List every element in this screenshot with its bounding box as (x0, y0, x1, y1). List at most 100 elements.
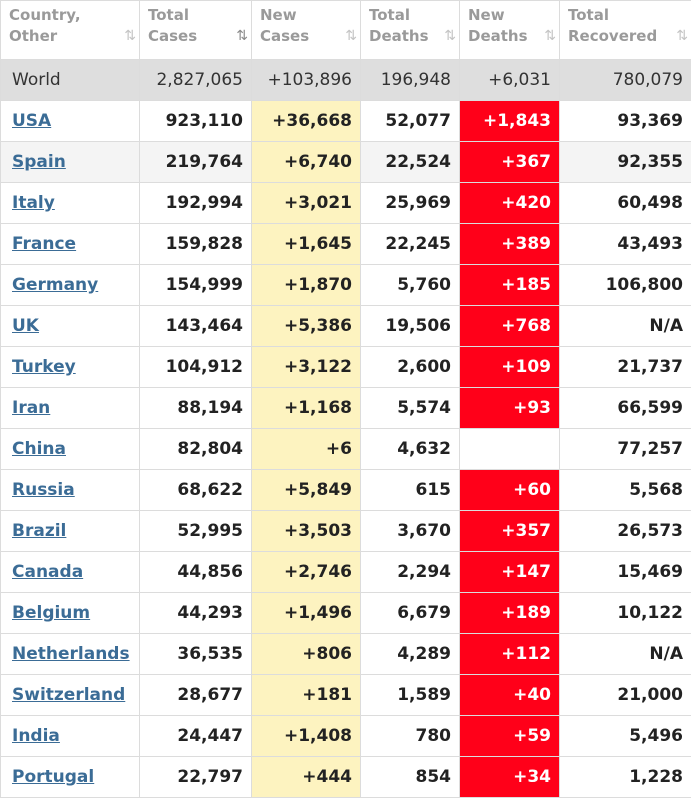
country-cell: World (1, 60, 140, 101)
header-label: Country, Other (9, 6, 81, 45)
country-cell: India (1, 716, 140, 757)
new-cases-cell: +1,408 (252, 716, 361, 757)
total-cases-cell: 2,827,065 (140, 60, 252, 101)
new-cases-cell: +3,021 (252, 183, 361, 224)
total-cases-cell: 22,797 (140, 757, 252, 798)
country-link[interactable]: USA (12, 111, 51, 131)
country-cell: Canada (1, 552, 140, 593)
total-deaths-cell: 5,760 (361, 265, 460, 306)
country-link[interactable]: China (12, 439, 66, 459)
new-cases-cell: +1,496 (252, 593, 361, 634)
header-label: Total Recovered (568, 6, 657, 45)
new-cases-cell: +3,122 (252, 347, 361, 388)
country-cell: Germany (1, 265, 140, 306)
total-recovered-cell: 92,355 (560, 142, 691, 183)
sort-arrows-icon[interactable]: ⇅ (124, 26, 133, 47)
country-link[interactable]: Portugal (12, 767, 94, 787)
country-cell: Iran (1, 388, 140, 429)
total-cases-cell: 192,994 (140, 183, 252, 224)
new-cases-cell: +6 (252, 429, 361, 470)
total-cases-header[interactable]: Total Cases ⇅ (140, 1, 252, 60)
country-link[interactable]: Germany (12, 275, 98, 295)
total-recovered-cell: N/A (560, 634, 691, 675)
total-cases-cell: 154,999 (140, 265, 252, 306)
country-link[interactable]: Spain (12, 152, 66, 172)
new-cases-cell: +3,503 (252, 511, 361, 552)
total-cases-cell: 44,293 (140, 593, 252, 634)
total-recovered-cell: 5,496 (560, 716, 691, 757)
country-cell: Netherlands (1, 634, 140, 675)
new-cases-cell: +1,168 (252, 388, 361, 429)
total-recovered-header[interactable]: Total Recovered ⇅ (560, 1, 691, 60)
country-header[interactable]: Country, Other ⇅ (1, 1, 140, 60)
total-recovered-cell: 21,737 (560, 347, 691, 388)
new-deaths-cell: +147 (460, 552, 560, 593)
total-recovered-cell: 66,599 (560, 388, 691, 429)
country-link[interactable]: France (12, 234, 76, 254)
new-deaths-cell: +40 (460, 675, 560, 716)
new-deaths-cell: +367 (460, 142, 560, 183)
country-link[interactable]: Turkey (12, 357, 76, 377)
total-deaths-cell: 22,524 (361, 142, 460, 183)
country-link[interactable]: Iran (12, 398, 50, 418)
sort-arrows-icon[interactable]: ⇅ (444, 26, 453, 47)
total-cases-cell: 159,828 (140, 224, 252, 265)
sort-arrows-icon[interactable]: ⇅ (544, 26, 553, 47)
total-cases-cell: 28,677 (140, 675, 252, 716)
country-cell: France (1, 224, 140, 265)
country-cell: Spain (1, 142, 140, 183)
sort-arrows-icon[interactable]: ⇅ (345, 26, 354, 47)
new-deaths-cell: +60 (460, 470, 560, 511)
new-cases-cell: +5,386 (252, 306, 361, 347)
new-cases-header[interactable]: New Cases⇅ (252, 1, 361, 60)
country-cell: Italy (1, 183, 140, 224)
country-link[interactable]: Switzerland (12, 685, 125, 705)
sort-arrows-icon[interactable]: ⇅ (676, 26, 685, 47)
new-deaths-header[interactable]: New Deaths⇅ (460, 1, 560, 60)
total-cases-cell: 52,995 (140, 511, 252, 552)
total-deaths-cell: 5,574 (361, 388, 460, 429)
total-deaths-cell: 2,294 (361, 552, 460, 593)
country-link[interactable]: India (12, 726, 60, 746)
country-link[interactable]: Netherlands (12, 644, 130, 664)
total-deaths-cell: 25,969 (361, 183, 460, 224)
new-cases-cell: +36,668 (252, 101, 361, 142)
country-link[interactable]: Belgium (12, 603, 90, 623)
new-cases-cell: +181 (252, 675, 361, 716)
total-cases-cell: 143,464 (140, 306, 252, 347)
total-deaths-header[interactable]: Total Deaths ⇅ (361, 1, 460, 60)
new-deaths-cell: +389 (460, 224, 560, 265)
total-recovered-cell: 106,800 (560, 265, 691, 306)
country-cell: Belgium (1, 593, 140, 634)
total-deaths-cell: 2,600 (361, 347, 460, 388)
new-cases-cell: +2,746 (252, 552, 361, 593)
country-link[interactable]: Canada (12, 562, 83, 582)
country-link[interactable]: Italy (12, 193, 55, 213)
country-link[interactable]: Russia (12, 480, 75, 500)
new-deaths-cell: +185 (460, 265, 560, 306)
header-label: Total Deaths (369, 6, 429, 45)
country-link[interactable]: UK (12, 316, 39, 336)
new-deaths-cell: +109 (460, 347, 560, 388)
total-recovered-cell: 15,469 (560, 552, 691, 593)
total-recovered-cell: 5,568 (560, 470, 691, 511)
sort-descending-icon[interactable]: ⇅ (236, 26, 245, 47)
header-label: Total Cases (148, 6, 197, 45)
new-deaths-cell: +768 (460, 306, 560, 347)
total-recovered-cell: 60,498 (560, 183, 691, 224)
country-link[interactable]: Brazil (12, 521, 66, 541)
total-deaths-cell: 22,245 (361, 224, 460, 265)
new-deaths-cell: +420 (460, 183, 560, 224)
